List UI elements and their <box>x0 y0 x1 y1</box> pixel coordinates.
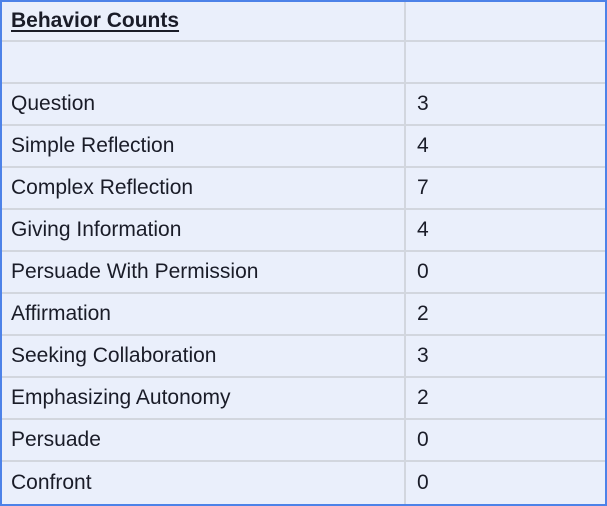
table-title: Behavior Counts <box>11 9 180 32</box>
spacer-row <box>2 42 605 84</box>
table-row: Complex Reflection 7 <box>2 168 605 210</box>
behavior-count-cell[interactable]: 0 <box>417 428 429 451</box>
table-row: Simple Reflection 4 <box>2 126 605 168</box>
behavior-count-cell[interactable]: 7 <box>417 176 429 199</box>
table-row: Seeking Collaboration 3 <box>2 336 605 378</box>
behavior-label-cell[interactable]: Giving Information <box>2 210 406 250</box>
behavior-label-cell[interactable]: Persuade <box>2 420 406 460</box>
behavior-count-cell[interactable]: 3 <box>417 344 429 367</box>
table-title-value-cell[interactable] <box>406 2 605 40</box>
table-header-row: Behavior Counts <box>2 2 605 42</box>
table-row: Emphasizing Autonomy 2 <box>2 378 605 420</box>
table-row: Giving Information 4 <box>2 210 605 252</box>
table-row: Persuade With Permission 0 <box>2 252 605 294</box>
behavior-label-cell[interactable]: Persuade With Permission <box>2 252 406 292</box>
behavior-count-cell[interactable]: 2 <box>417 386 429 409</box>
behavior-count-cell[interactable]: 4 <box>417 218 429 241</box>
behavior-label-cell[interactable]: Confront <box>2 462 406 504</box>
spacer-label-cell[interactable] <box>2 42 406 82</box>
table-row: Confront 0 <box>2 462 605 504</box>
behavior-label-cell[interactable]: Affirmation <box>2 294 406 334</box>
behavior-count-cell[interactable]: 4 <box>417 134 429 157</box>
table-title-cell[interactable]: Behavior Counts <box>2 2 406 40</box>
behavior-label-cell[interactable]: Emphasizing Autonomy <box>2 378 406 418</box>
behavior-label-cell[interactable]: Question <box>2 84 406 124</box>
table-row: Persuade 0 <box>2 420 605 462</box>
spacer-count-cell[interactable] <box>406 42 605 82</box>
behavior-label-cell[interactable]: Simple Reflection <box>2 126 406 166</box>
table-row: Question 3 <box>2 84 605 126</box>
table-row: Affirmation 2 <box>2 294 605 336</box>
behavior-count-cell[interactable]: 0 <box>417 260 429 283</box>
behavior-label-cell[interactable]: Complex Reflection <box>2 168 406 208</box>
behavior-label-cell[interactable]: Seeking Collaboration <box>2 336 406 376</box>
behavior-count-cell[interactable]: 3 <box>417 92 429 115</box>
behavior-count-cell[interactable]: 0 <box>417 471 429 494</box>
behavior-count-cell[interactable]: 2 <box>417 302 429 325</box>
